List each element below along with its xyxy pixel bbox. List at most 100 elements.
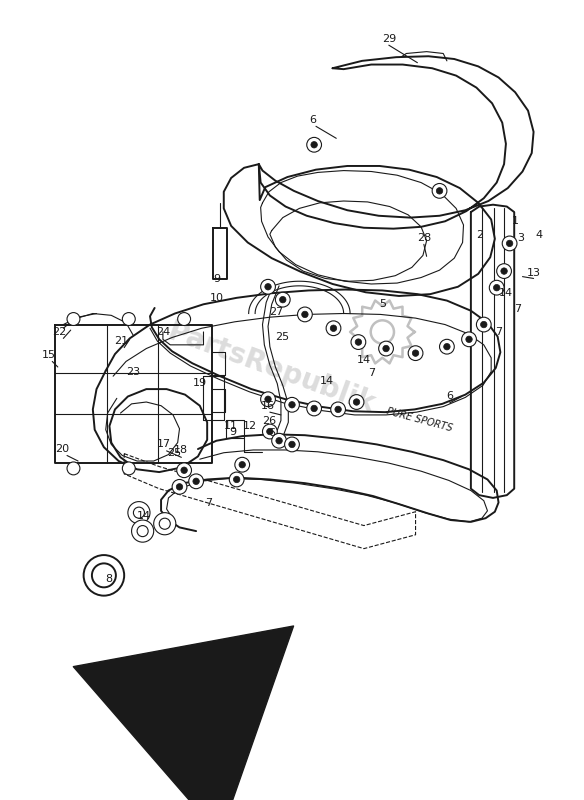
Circle shape bbox=[181, 467, 187, 474]
Circle shape bbox=[280, 297, 286, 303]
Circle shape bbox=[506, 240, 513, 246]
Circle shape bbox=[288, 442, 296, 448]
Text: 3: 3 bbox=[517, 233, 524, 243]
Circle shape bbox=[311, 142, 317, 148]
Circle shape bbox=[335, 406, 341, 413]
Circle shape bbox=[302, 311, 308, 318]
Circle shape bbox=[493, 285, 500, 291]
Circle shape bbox=[172, 479, 187, 494]
Text: 20: 20 bbox=[55, 444, 69, 454]
Text: 7: 7 bbox=[515, 304, 522, 314]
Circle shape bbox=[265, 396, 271, 402]
Text: 16: 16 bbox=[261, 401, 275, 410]
Text: 5: 5 bbox=[379, 299, 386, 310]
Circle shape bbox=[462, 332, 477, 346]
Circle shape bbox=[432, 183, 447, 198]
Circle shape bbox=[133, 507, 144, 518]
Text: 1: 1 bbox=[512, 216, 519, 226]
Circle shape bbox=[284, 398, 300, 412]
Circle shape bbox=[466, 336, 472, 342]
Text: 13: 13 bbox=[527, 268, 541, 278]
Text: 7: 7 bbox=[368, 369, 375, 378]
Text: 6: 6 bbox=[446, 391, 453, 402]
Text: 18: 18 bbox=[174, 445, 189, 455]
Text: 24: 24 bbox=[156, 327, 170, 337]
Text: 15: 15 bbox=[41, 350, 55, 360]
Text: 4: 4 bbox=[536, 230, 543, 240]
Circle shape bbox=[408, 346, 423, 361]
Circle shape bbox=[265, 283, 271, 290]
Text: 6: 6 bbox=[268, 428, 275, 438]
Circle shape bbox=[276, 292, 290, 307]
Circle shape bbox=[84, 555, 124, 596]
Circle shape bbox=[137, 526, 148, 537]
Text: 26: 26 bbox=[262, 416, 276, 426]
Circle shape bbox=[176, 484, 183, 490]
Circle shape bbox=[444, 343, 450, 350]
Text: 7: 7 bbox=[206, 498, 213, 507]
Circle shape bbox=[262, 424, 277, 439]
Circle shape bbox=[131, 520, 154, 542]
Text: 28: 28 bbox=[417, 233, 431, 243]
Circle shape bbox=[353, 398, 360, 406]
Text: 14: 14 bbox=[137, 511, 151, 522]
Circle shape bbox=[436, 188, 443, 194]
Circle shape bbox=[489, 280, 504, 295]
Circle shape bbox=[159, 518, 171, 530]
Circle shape bbox=[92, 563, 116, 587]
Circle shape bbox=[239, 462, 245, 468]
Text: 25: 25 bbox=[167, 448, 181, 458]
Circle shape bbox=[331, 402, 346, 417]
Circle shape bbox=[128, 502, 150, 524]
Circle shape bbox=[193, 478, 199, 485]
Text: PartsRepublik: PartsRepublik bbox=[164, 318, 380, 419]
Circle shape bbox=[371, 320, 394, 343]
Circle shape bbox=[122, 462, 135, 475]
Text: 14: 14 bbox=[357, 354, 371, 365]
Text: 19: 19 bbox=[193, 378, 207, 388]
Circle shape bbox=[276, 438, 282, 444]
Circle shape bbox=[122, 313, 135, 326]
Circle shape bbox=[67, 462, 80, 475]
Circle shape bbox=[260, 392, 276, 406]
Text: 10: 10 bbox=[210, 293, 224, 303]
Circle shape bbox=[481, 322, 487, 328]
Text: 6: 6 bbox=[310, 115, 317, 125]
Circle shape bbox=[260, 279, 276, 294]
Circle shape bbox=[230, 472, 244, 487]
Text: PURE SPORTS: PURE SPORTS bbox=[385, 406, 453, 433]
Text: 11: 11 bbox=[224, 421, 238, 431]
Circle shape bbox=[297, 307, 312, 322]
Circle shape bbox=[235, 458, 249, 472]
Circle shape bbox=[502, 236, 517, 250]
Text: 9: 9 bbox=[230, 426, 237, 437]
Text: 14: 14 bbox=[320, 376, 334, 386]
Text: 7: 7 bbox=[495, 327, 502, 337]
Circle shape bbox=[288, 402, 296, 408]
Circle shape bbox=[154, 513, 176, 534]
Circle shape bbox=[501, 268, 507, 274]
Circle shape bbox=[349, 394, 364, 410]
Circle shape bbox=[311, 406, 317, 412]
Text: 2: 2 bbox=[477, 230, 484, 240]
Circle shape bbox=[355, 339, 361, 346]
Circle shape bbox=[307, 138, 322, 152]
Text: 23: 23 bbox=[126, 366, 141, 377]
Text: 21: 21 bbox=[114, 336, 128, 346]
Circle shape bbox=[383, 346, 390, 352]
Text: 14: 14 bbox=[499, 288, 513, 298]
Text: 27: 27 bbox=[269, 306, 283, 317]
Text: 17: 17 bbox=[157, 439, 171, 450]
Text: 29: 29 bbox=[382, 34, 396, 44]
Circle shape bbox=[351, 334, 366, 350]
Circle shape bbox=[331, 325, 337, 331]
Circle shape bbox=[272, 434, 287, 448]
Circle shape bbox=[234, 476, 240, 482]
Circle shape bbox=[440, 339, 454, 354]
Circle shape bbox=[178, 313, 190, 326]
Text: 8: 8 bbox=[105, 574, 112, 584]
Circle shape bbox=[412, 350, 419, 356]
Circle shape bbox=[378, 341, 394, 356]
Circle shape bbox=[284, 437, 300, 452]
Circle shape bbox=[307, 401, 322, 416]
